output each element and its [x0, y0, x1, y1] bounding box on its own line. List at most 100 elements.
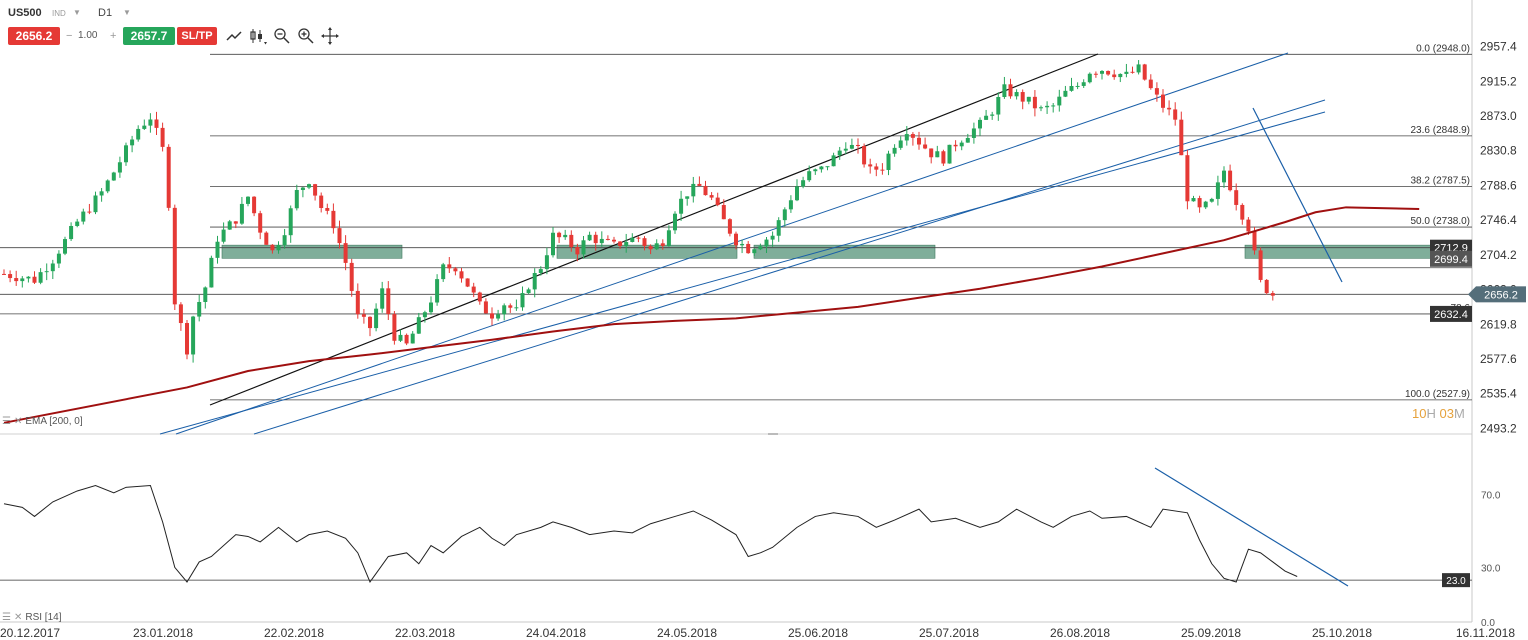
settings-icon[interactable]: ☰ [2, 612, 11, 623]
candle-body [239, 203, 244, 224]
ema-indicator-label[interactable]: ☰ ✕ EMA [200, 0] [2, 416, 83, 427]
candle-body [1258, 250, 1263, 280]
price-axis-tick-label: 2915.2 [1480, 74, 1517, 88]
candle-body [209, 257, 214, 288]
sltp-button[interactable]: SL/TP [177, 27, 217, 45]
candle-body [1063, 90, 1068, 97]
candle-body [581, 240, 586, 255]
candle-body [148, 119, 153, 126]
candle-body [843, 148, 848, 151]
candle-body [642, 238, 647, 247]
candle-body [831, 155, 836, 167]
candle-body [715, 197, 720, 206]
candle-body [636, 237, 641, 239]
quantity-decrease-button[interactable]: − [66, 30, 73, 42]
support-zone [556, 244, 738, 259]
candle-body [1020, 92, 1025, 102]
candle-body [380, 288, 385, 309]
candle-body [654, 243, 659, 250]
channel-trendline[interactable] [175, 52, 1289, 435]
candle-body [130, 139, 135, 146]
candle-body [160, 127, 165, 147]
symbol-name[interactable]: US500 [8, 7, 42, 19]
candle-body [679, 198, 684, 214]
candle-body [392, 314, 397, 341]
rsi-trendline[interactable] [1154, 467, 1349, 587]
rsi-line [3, 484, 1298, 583]
time-axis-tick-label: 24.05.2018 [657, 626, 717, 640]
candle-body [630, 237, 635, 242]
candlestick-icon[interactable] [248, 26, 268, 46]
candle-body [93, 195, 98, 213]
candle-body [965, 137, 970, 143]
down-trendline[interactable] [1252, 107, 1343, 283]
candle-body [355, 290, 360, 315]
candle-body [593, 234, 598, 244]
chevron-down-icon[interactable]: ▼ [73, 8, 81, 17]
time-axis-tick-label: 25.06.2018 [788, 626, 848, 640]
candle-body [1173, 109, 1178, 120]
candle-body [282, 235, 287, 246]
time-axis-tick-label: 20.12.2017 [0, 626, 60, 640]
settings-icon[interactable]: ☰ [2, 416, 11, 427]
quantity-input[interactable]: 1.00 [78, 30, 98, 41]
candle-body [313, 184, 318, 196]
channel-trendline[interactable] [159, 111, 1326, 435]
chevron-down-icon[interactable]: ▼ [123, 8, 131, 17]
quantity-increase-button[interactable]: + [110, 30, 117, 42]
line-chart-icon[interactable] [224, 26, 244, 46]
zoom-in-icon[interactable] [296, 26, 316, 46]
candle-body [398, 334, 403, 341]
candle-body [20, 278, 25, 282]
black-trendline[interactable] [209, 53, 1099, 406]
rsi-indicator-label[interactable]: ☰ ✕ RSI [14] [2, 612, 62, 623]
sell-button[interactable]: 2656.2 [8, 27, 60, 45]
candle-body [422, 312, 427, 318]
channel-trendline[interactable] [253, 99, 1326, 435]
candle-body [941, 151, 946, 164]
candle-body [673, 213, 677, 231]
candle-body [752, 249, 757, 254]
candle-body [551, 232, 555, 256]
candle-body [996, 97, 1001, 115]
candle-body [947, 144, 952, 164]
support-price-badge [1430, 305, 1472, 322]
candle-body [496, 314, 501, 319]
candle-body [526, 289, 531, 294]
candle-body [32, 276, 37, 283]
candle-body [142, 125, 147, 129]
zoom-out-icon[interactable] [272, 26, 292, 46]
candle-body [1039, 107, 1043, 109]
fibonacci-level-label: 100.0 (2527.9) [1405, 389, 1470, 400]
crosshair-icon[interactable] [320, 26, 340, 46]
close-icon[interactable]: ✕ [13, 612, 23, 623]
candle-body [1264, 279, 1269, 294]
candle-body [807, 171, 812, 181]
candle-body [868, 164, 873, 167]
candle-body [111, 172, 116, 181]
panel-resize-handle[interactable] [768, 433, 778, 435]
buy-button[interactable]: 2657.7 [123, 27, 175, 45]
price-axis-tick-label: 2704.2 [1480, 248, 1517, 262]
candle-body [1240, 204, 1245, 220]
current-price-badge-label: 2656.2 [1484, 289, 1518, 301]
candle-body [746, 243, 751, 254]
candle-body [374, 308, 379, 329]
candle-body [813, 169, 818, 172]
candle-body [660, 243, 665, 246]
candle-body [453, 268, 458, 272]
candle-body [331, 210, 336, 229]
time-axis-tick-label: 16.11.2018 [1456, 626, 1515, 640]
candle-body [99, 191, 104, 196]
timeframe-selector[interactable]: D1 [98, 7, 113, 19]
support-price-badge-label: 2632.4 [1434, 309, 1468, 321]
close-icon[interactable]: ✕ [13, 416, 23, 427]
candle-body [874, 166, 879, 170]
candle-body [1087, 73, 1092, 83]
candle-body [538, 269, 543, 274]
candle-body [508, 305, 513, 308]
candle-body [349, 262, 354, 291]
candle-body [124, 145, 128, 163]
candle-body [618, 241, 623, 247]
